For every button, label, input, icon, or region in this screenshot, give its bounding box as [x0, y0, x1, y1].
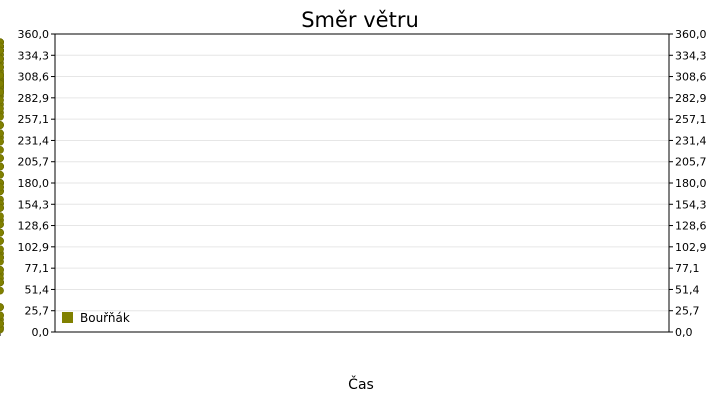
data-point	[0, 203, 4, 212]
data-point	[0, 154, 4, 163]
data-point	[0, 228, 4, 237]
y-tick-label: 205,7	[18, 156, 50, 169]
y-tick-label-right: 360,0	[675, 28, 707, 41]
y-tick-label-right: 51,4	[675, 283, 700, 296]
data-point	[0, 278, 4, 287]
data-point	[0, 162, 4, 171]
legend: Bouřňák	[62, 311, 130, 325]
data-point	[0, 311, 4, 320]
y-tick-label: 77,1	[25, 262, 50, 275]
y-axis-left: 0,0 25,7 51,4 77,1 102,9 128,6 154,3 180,0 205,7…	[18, 28, 55, 339]
data-point	[0, 96, 4, 105]
y-tick-label: 102,9	[18, 241, 50, 254]
y-tick-label: 282,9	[18, 92, 50, 105]
y-tick-label: 257,1	[18, 113, 50, 126]
y-tick-label-right: 282,9	[675, 92, 707, 105]
y-tick-label-right: 308,6	[675, 71, 707, 84]
legend-swatch	[62, 312, 73, 323]
y-tick-label: 360,0	[18, 28, 50, 41]
data-point	[0, 303, 4, 312]
y-tick-label-right: 231,4	[675, 134, 707, 147]
data-point	[0, 129, 4, 138]
chart-title: Směr větru	[301, 8, 419, 32]
data-point	[0, 220, 4, 229]
data-point	[0, 266, 4, 274]
data-point	[0, 253, 4, 262]
data-point	[0, 104, 4, 113]
data-point	[0, 183, 4, 192]
y-tick-label: 334,3	[18, 49, 50, 62]
y-tick-label: 25,7	[25, 305, 50, 318]
data-point	[0, 54, 4, 63]
y-axis-label: °	[0, 182, 12, 189]
data-point	[0, 319, 4, 328]
data-point	[0, 286, 4, 295]
data-point	[0, 88, 4, 96]
y-axis-right: 0,0 25,7 51,4 77,1 102,9 128,6 154,3 180,0 205,7…	[669, 28, 707, 339]
y-tick-label-right: 25,7	[675, 305, 700, 318]
y-tick-label: 308,6	[18, 71, 50, 84]
data-point	[0, 145, 4, 154]
data-point	[0, 112, 4, 121]
data-point	[0, 46, 4, 55]
y-tick-label-right: 0,0	[675, 326, 693, 339]
y-tick-label-right: 334,3	[675, 49, 707, 62]
data-point	[0, 121, 4, 129]
y-tick-label-right: 77,1	[675, 262, 700, 275]
data-point	[0, 79, 4, 88]
y-tick-label: 231,4	[18, 134, 50, 147]
y-tick-label-right: 257,1	[675, 113, 707, 126]
y-tick-label: 0,0	[32, 326, 50, 339]
grid	[55, 33, 669, 333]
data-point	[0, 212, 4, 221]
y-tick-label-right: 205,7	[675, 156, 707, 169]
y-tick-label: 180,0	[18, 177, 50, 190]
data-point	[0, 170, 4, 179]
x-axis-label: Čas	[348, 375, 374, 393]
series-points	[0, 38, 4, 334]
y-tick-label: 154,3	[18, 198, 50, 211]
legend-label: Bouřňák	[80, 311, 130, 325]
data-point	[0, 137, 4, 146]
y-tick-label-right: 180,0	[675, 177, 707, 190]
y-tick-label-right: 102,9	[675, 241, 707, 254]
y-tick-label-right: 128,6	[675, 220, 707, 233]
data-point	[0, 237, 4, 245]
data-point	[0, 245, 4, 254]
y-tick-label: 51,4	[25, 283, 50, 296]
data-point	[0, 63, 4, 72]
y-tick-label-right: 154,3	[675, 198, 707, 211]
data-point	[0, 71, 4, 80]
y-tick-label: 128,6	[18, 220, 50, 233]
